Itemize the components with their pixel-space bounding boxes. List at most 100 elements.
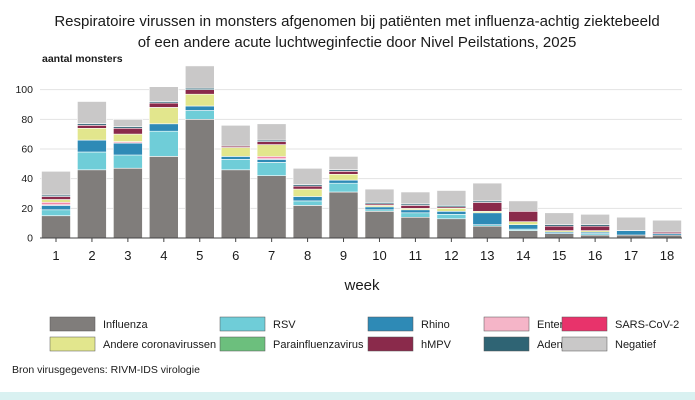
bar-segment-rsv xyxy=(77,151,107,171)
legend-item-andere-coronavirussen: Andere coronavirussen xyxy=(49,336,216,352)
bar-segment-andere-coronavirussen xyxy=(41,199,71,203)
legend-swatch xyxy=(561,336,608,352)
bar-segment-rhino xyxy=(77,139,107,153)
bar-stack-week-14 xyxy=(508,200,539,239)
bar-segment-rhino xyxy=(364,206,395,211)
bar-segment-negatief xyxy=(77,101,107,125)
bar-segment-rsv xyxy=(292,200,323,206)
legend-swatch xyxy=(219,336,266,352)
bar-segment-negatief xyxy=(41,171,71,196)
bar-segment-negatief xyxy=(616,216,646,231)
bar-segment-negatief xyxy=(364,188,395,203)
legend-label: Andere coronavirussen xyxy=(103,339,216,351)
bar-segment-andere-coronavirussen xyxy=(436,208,467,212)
bar-segment-influenza xyxy=(220,169,251,239)
bar-segment-influenza xyxy=(328,191,359,239)
bar-segment-negatief xyxy=(508,200,539,212)
legend-swatch xyxy=(483,316,530,332)
x-tick-label: 4 xyxy=(160,248,167,263)
chart-title: Respiratoire virussen in monsters afgeno… xyxy=(54,13,659,51)
y-tick-label: 80 xyxy=(21,114,33,126)
bar-segment-andere-coronavirussen xyxy=(149,107,179,125)
bar-stack-week-2 xyxy=(77,101,107,239)
y-tick-label: 20 xyxy=(21,203,33,215)
bar-segment-influenza xyxy=(292,205,323,239)
bar-segment-rhino xyxy=(472,212,503,226)
bar-segment-negatief xyxy=(328,156,359,170)
bar-segment-hmpv xyxy=(328,171,359,175)
legend-item-rsv: RSV xyxy=(219,316,296,332)
bar-segment-adeno xyxy=(113,126,143,129)
legend-swatch xyxy=(561,316,608,332)
x-tick-label: 6 xyxy=(232,248,239,263)
bar-stack-week-1 xyxy=(41,171,71,239)
bar-stack-week-5 xyxy=(185,65,215,239)
bar-segment-rhino xyxy=(616,230,646,236)
bar-segment-negatief xyxy=(292,168,323,185)
legend-item-parainfluenzavirus: Parainfluenzavirus xyxy=(219,336,364,352)
y-axis-label: aantal monsters xyxy=(42,53,123,65)
bar-segment-rhino xyxy=(400,209,431,214)
bar-segment-adeno xyxy=(77,123,107,126)
bar-stack-week-13 xyxy=(472,182,503,239)
bar-stack-week-10 xyxy=(364,188,395,239)
bar-stack-week-8 xyxy=(292,168,323,239)
bar-segment-rsv xyxy=(436,214,467,220)
legend: Influenza RSV Rhino Entero SARS-CoV-2 Andere … xyxy=(49,316,679,352)
bar-segment-rsv xyxy=(328,182,359,193)
bar-segment-adeno xyxy=(436,205,467,208)
bar-segment-rhino xyxy=(508,224,539,230)
bar-segment-hmpv xyxy=(292,185,323,190)
chart-title-line-2: of een andere acute luchtweginfectie doo… xyxy=(138,34,577,51)
bar-segment-hmpv xyxy=(185,89,215,95)
bar-segment-rsv xyxy=(185,110,215,120)
bar-stack-week-11 xyxy=(400,191,431,239)
y-tick-label: 60 xyxy=(21,144,33,156)
x-tick-label: 18 xyxy=(660,248,674,263)
bar-segment-hmpv xyxy=(508,211,539,223)
bar-segment-andere-coronavirussen xyxy=(185,93,215,107)
bar-segment-andere-coronavirussen xyxy=(328,173,359,181)
legend-label: SARS-CoV-2 xyxy=(615,319,679,331)
x-tick-label: 13 xyxy=(480,248,494,263)
bar-segment-rsv xyxy=(113,154,143,169)
bar-stack-week-9 xyxy=(328,156,359,239)
bar-segment-hmpv xyxy=(77,125,107,129)
bar-segment-hmpv xyxy=(256,141,287,145)
legend-item-entero: Entero xyxy=(483,316,569,332)
legend-label: Parainfluenzavirus xyxy=(273,339,364,351)
bar-segment-hmpv xyxy=(113,127,143,135)
legend-label: Influenza xyxy=(103,319,149,331)
chart-title-line-1: Respiratoire virussen in monsters afgeno… xyxy=(54,13,659,30)
legend-label: RSV xyxy=(273,319,296,331)
legend-label: Rhino xyxy=(421,319,450,331)
y-tick-label: 40 xyxy=(21,173,33,185)
legend-swatch xyxy=(483,336,530,352)
gridlines xyxy=(40,89,682,209)
legend-swatch xyxy=(367,316,414,332)
bar-segment-rhino xyxy=(113,142,143,156)
bar-stack-week-16 xyxy=(580,214,610,239)
bar-segment-andere-coronavirussen xyxy=(256,144,287,157)
bar-segment-negatief xyxy=(256,123,287,141)
bar-segment-rhino xyxy=(328,179,359,184)
x-tick-label: 2 xyxy=(88,248,95,263)
bar-segment-negatief xyxy=(149,86,179,102)
bar-segment-adeno xyxy=(328,169,359,172)
bar-segment-andere-coronavirussen xyxy=(77,127,107,141)
bar-stack-week-12 xyxy=(436,190,467,239)
bar-segment-andere-coronavirussen xyxy=(220,147,251,157)
legend-label: Entero xyxy=(537,319,569,331)
legend-swatch xyxy=(49,336,96,352)
bar-segment-rhino xyxy=(256,159,287,163)
x-tick-label: 9 xyxy=(340,248,347,263)
bar-segment-rsv xyxy=(220,159,251,171)
bar-segment-rsv xyxy=(149,130,179,157)
bar-segment-influenza xyxy=(149,156,179,239)
bar-segment-hmpv xyxy=(149,102,179,108)
bar-segment-rhino xyxy=(436,211,467,215)
x-tick-label: 1 xyxy=(52,248,59,263)
bar-segment-influenza xyxy=(256,175,287,239)
